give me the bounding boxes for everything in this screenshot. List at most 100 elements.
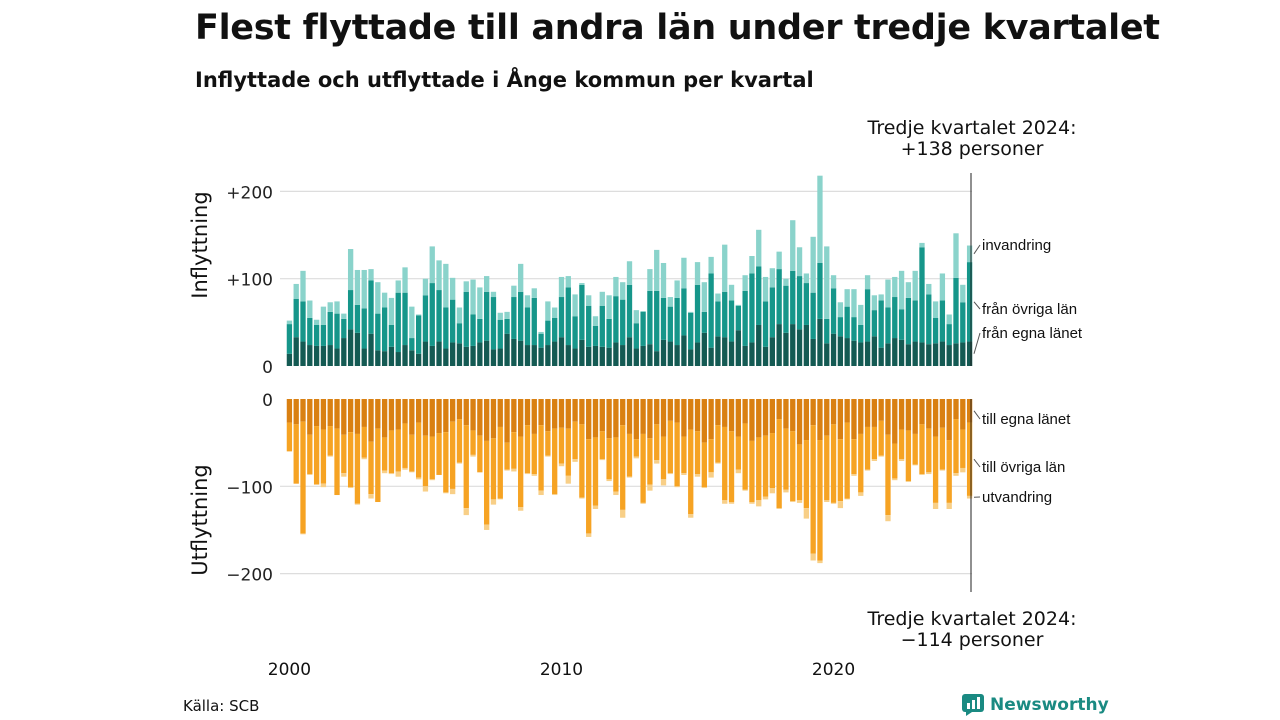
bar-segment bbox=[708, 472, 714, 478]
bar-segment bbox=[477, 399, 483, 436]
bar-segment bbox=[817, 440, 823, 561]
bar-segment bbox=[953, 343, 959, 366]
bar-segment bbox=[946, 345, 952, 366]
bar-segment bbox=[565, 345, 571, 366]
bar-segment bbox=[531, 399, 537, 434]
bar-segment bbox=[381, 399, 388, 438]
bar-segment bbox=[858, 342, 864, 366]
bar-segment bbox=[504, 333, 510, 366]
bar-segment bbox=[803, 399, 810, 441]
bar-segment bbox=[878, 455, 884, 457]
bar-segment bbox=[436, 290, 442, 342]
bar-segment bbox=[599, 459, 605, 461]
bar-segment bbox=[953, 277, 959, 344]
bar-segment bbox=[300, 399, 306, 422]
bar-segment bbox=[429, 399, 435, 437]
bar-segment bbox=[620, 399, 626, 426]
bar-segment bbox=[402, 399, 408, 424]
y-tick-label: 0 bbox=[262, 358, 273, 378]
bar-segment bbox=[667, 341, 673, 366]
series-label: till övriga län bbox=[982, 459, 1065, 476]
bar-segment bbox=[347, 399, 354, 433]
bar-segment bbox=[844, 338, 850, 366]
bar-segment bbox=[824, 343, 830, 366]
bar-segment bbox=[456, 323, 463, 344]
bar-segment bbox=[307, 434, 313, 475]
bar-segment bbox=[905, 399, 912, 431]
brand-logo[interactable]: Newsworthy bbox=[962, 694, 1109, 716]
bar-segment bbox=[756, 500, 762, 507]
bar-segment bbox=[545, 301, 551, 321]
bar-segment bbox=[497, 399, 503, 427]
bar-segment bbox=[341, 399, 347, 435]
bar-segment bbox=[347, 329, 354, 366]
bar-segment bbox=[626, 284, 633, 338]
bar-segment bbox=[898, 459, 905, 461]
bar-segment bbox=[837, 317, 844, 337]
bar-segment bbox=[892, 276, 898, 298]
bar-segment bbox=[579, 283, 585, 285]
bar-segment bbox=[545, 320, 551, 346]
bar-segment bbox=[626, 433, 633, 477]
bar-segment bbox=[946, 324, 952, 346]
series-label: från egna länet bbox=[982, 325, 1083, 342]
bar-segment bbox=[572, 459, 578, 462]
bar-segment bbox=[830, 399, 837, 425]
bar-segment bbox=[681, 257, 687, 289]
bar-segment bbox=[871, 426, 878, 460]
bar-segment bbox=[538, 347, 544, 366]
bar-segment bbox=[293, 283, 299, 299]
bar-segment bbox=[749, 342, 755, 366]
bar-segment bbox=[783, 399, 789, 429]
bar-segment bbox=[762, 301, 769, 347]
bar-segment bbox=[484, 524, 490, 530]
bar-segment bbox=[395, 471, 401, 477]
bar-segment bbox=[749, 440, 755, 503]
bar-segment bbox=[796, 329, 803, 366]
bar-segment bbox=[742, 399, 748, 424]
bar-segment bbox=[463, 508, 469, 516]
bar-segment bbox=[728, 341, 735, 366]
bar-segment bbox=[586, 295, 592, 306]
bar-segment bbox=[320, 345, 327, 366]
bar-segment bbox=[327, 311, 333, 346]
bar-segment bbox=[347, 290, 354, 330]
bar-segment bbox=[436, 399, 442, 434]
bar-segment bbox=[878, 294, 884, 301]
bar-segment bbox=[844, 422, 850, 499]
bar-segment bbox=[905, 344, 912, 366]
source-note: Källa: SCB bbox=[183, 697, 260, 715]
bar-segment bbox=[381, 351, 388, 366]
bar-segment bbox=[606, 479, 612, 482]
bar-segment bbox=[694, 431, 701, 475]
bar-segment bbox=[803, 324, 810, 366]
bar-segment bbox=[776, 269, 782, 325]
bar-segment bbox=[518, 263, 524, 292]
annotation-line-1: Tredje kvartalet 2024: bbox=[867, 117, 1077, 139]
bar-segment bbox=[708, 439, 714, 473]
bar-segment bbox=[531, 288, 537, 298]
bar-segment bbox=[912, 399, 918, 434]
bar-segment bbox=[667, 420, 673, 474]
bar-segment bbox=[388, 324, 395, 347]
bar-segment bbox=[871, 399, 878, 427]
bar-segment bbox=[429, 345, 435, 366]
bar-segment bbox=[830, 424, 837, 503]
bar-segment bbox=[606, 438, 612, 480]
bar-segment bbox=[354, 433, 361, 504]
bar-segment bbox=[790, 431, 796, 502]
bar-segment bbox=[667, 399, 673, 421]
bar-segment bbox=[844, 498, 850, 500]
bar-segment bbox=[864, 399, 871, 427]
bar-segment bbox=[565, 475, 571, 484]
bar-segment bbox=[565, 276, 571, 288]
bar-segment bbox=[742, 423, 748, 490]
y-axis-label: Inflyttning bbox=[188, 191, 212, 298]
bar-segment bbox=[558, 463, 565, 467]
bar-segment bbox=[334, 399, 340, 429]
bar-segment bbox=[783, 489, 789, 493]
bar-segment bbox=[898, 429, 905, 460]
bar-segment bbox=[824, 246, 830, 319]
bar-segment bbox=[545, 399, 551, 432]
